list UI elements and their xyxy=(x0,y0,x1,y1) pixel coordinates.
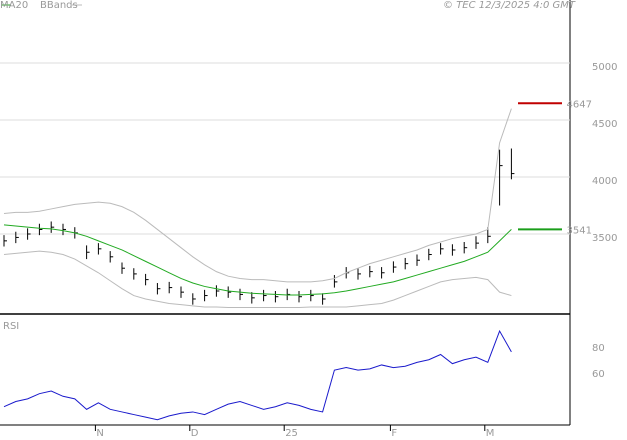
panel-title: RSI xyxy=(3,321,19,332)
legend-entry: BBands xyxy=(40,0,78,11)
x-tick-label: M xyxy=(486,428,495,439)
x-tick-label: N xyxy=(96,428,103,439)
y-tick-label: 4000 xyxy=(592,176,617,187)
band-upper xyxy=(3,108,512,283)
y-tick-label: 5000 xyxy=(592,62,617,73)
rsi-line xyxy=(3,329,512,421)
y-tick-label: 4500 xyxy=(592,119,617,130)
level-label: 4647 xyxy=(567,99,592,110)
y-tick-label: 80 xyxy=(592,343,605,354)
x-tick-label: 25 xyxy=(285,428,298,439)
y-tick-label: 3500 xyxy=(592,233,617,244)
x-tick-label: F xyxy=(391,428,397,439)
legend-entry: MA20 xyxy=(0,0,28,11)
band-lower xyxy=(3,250,512,309)
y-tick-label: 60 xyxy=(592,369,605,380)
source: © TEC 12/3/2025 4:0 GMT xyxy=(443,0,576,11)
level-label: 3541 xyxy=(567,225,592,236)
x-tick-label: D xyxy=(191,428,199,439)
ma-line xyxy=(3,224,512,296)
